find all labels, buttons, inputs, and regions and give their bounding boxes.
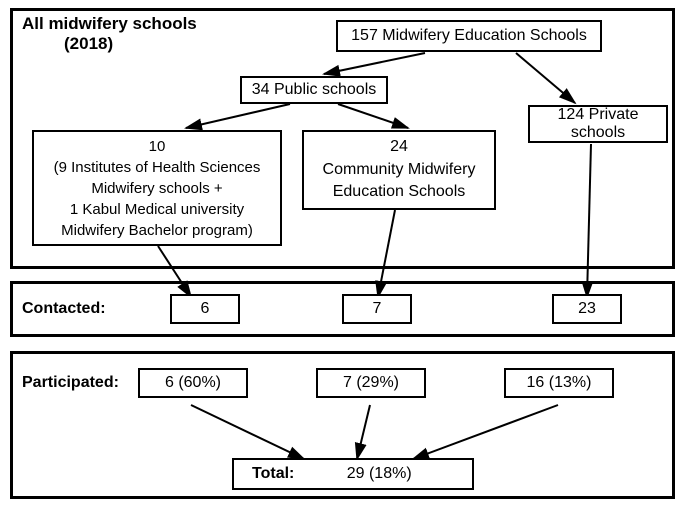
contacted-2: 7 <box>342 294 412 324</box>
node-private: 124 Private schools <box>528 105 668 143</box>
node-community-text: 24 Community Midwifery Education Schools <box>323 136 476 203</box>
node-total: Total: 29 (18%) <box>232 458 474 490</box>
total-label: Total: <box>252 465 294 483</box>
node-private-text: 124 Private schools <box>538 106 658 142</box>
node-public-text: 34 Public schools <box>252 81 377 99</box>
total-value: 29 (18%) <box>294 465 464 483</box>
node-community: 24 Community Midwifery Education Schools <box>302 130 496 210</box>
participated-2: 7 (29%) <box>316 368 426 398</box>
node-top: 157 Midwifery Education Schools <box>336 20 602 52</box>
contacted-1: 6 <box>170 294 240 324</box>
participated-label: Participated: <box>22 374 119 392</box>
contacted-3: 23 <box>552 294 622 324</box>
node-top-text: 157 Midwifery Education Schools <box>351 27 587 45</box>
participated-3: 16 (13%) <box>504 368 614 398</box>
contacted-label: Contacted: <box>22 300 106 318</box>
participated-1: 6 (60%) <box>138 368 248 398</box>
node-institutes: 10 (9 Institutes of Health Sciences Midw… <box>32 130 282 246</box>
node-public: 34 Public schools <box>240 76 388 104</box>
node-institutes-text: 10 (9 Institutes of Health Sciences Midw… <box>54 136 261 241</box>
header-line2: (2018) <box>64 34 113 54</box>
header-line1: All midwifery schools <box>22 14 197 34</box>
